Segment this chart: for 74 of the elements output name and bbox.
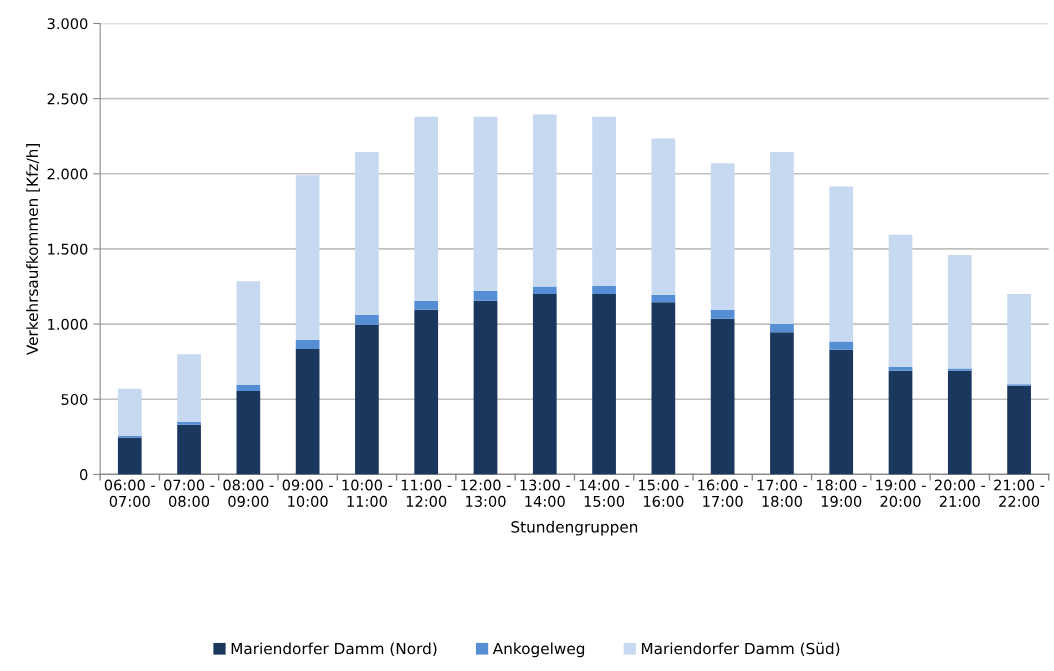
bar [473, 116, 498, 292]
y-tick-label: 2.000 [47, 168, 88, 180]
bar [532, 294, 557, 475]
bar [592, 285, 616, 295]
bar [532, 286, 557, 295]
bar [1007, 385, 1031, 475]
bar [888, 366, 913, 371]
bar [710, 163, 735, 310]
x-tick-label: 18:00 - 19:00 [816, 479, 867, 507]
bar [710, 318, 735, 475]
bar [236, 390, 261, 475]
bar [947, 370, 972, 475]
bar [177, 354, 201, 422]
bar [1007, 294, 1031, 385]
bar [710, 309, 735, 319]
bar [236, 281, 261, 385]
bar [592, 294, 616, 475]
bar [355, 151, 379, 316]
bar [651, 302, 676, 475]
x-tick-label: 06:00 - 07:00 [104, 479, 156, 507]
x-tick-label: 09:00 - 10:00 [282, 479, 333, 507]
bar [829, 349, 854, 475]
bar [770, 324, 794, 333]
bar [355, 324, 379, 475]
bar [473, 300, 498, 475]
legend-label: Mariendorfer Damm (Nord) [231, 642, 437, 657]
legend-label: Mariendorfer Damm (Süd) [641, 642, 840, 657]
x-tick-label: 20:00 - 21:00 [934, 479, 986, 507]
bar [829, 341, 854, 350]
bar [888, 234, 913, 367]
bar [117, 388, 142, 437]
bar [117, 437, 142, 475]
x-tick-label: 16:00 - 17:00 [698, 479, 748, 507]
bar [947, 254, 972, 369]
x-tick-label: 14:00 - 15:00 [579, 479, 630, 507]
y-tick-label: 1.500 [48, 243, 88, 255]
bar [651, 294, 676, 303]
y-tick-label: 3.000 [47, 18, 88, 30]
x-tick-label: 17:00 - 18:00 [757, 479, 808, 507]
bar [770, 332, 794, 475]
bar [414, 300, 439, 310]
bar [355, 315, 379, 325]
x-tick-label: 21:00 - 22:00 [994, 479, 1045, 507]
bar [177, 421, 201, 425]
bar [829, 186, 854, 342]
x-tick-label: 13:00 - 14:00 [520, 479, 571, 507]
bar [414, 309, 439, 475]
bar [651, 138, 676, 295]
legend-label: Ankogelweg [492, 642, 585, 658]
x-tick-label: 07:00 - 08:00 [164, 479, 215, 507]
bar [888, 370, 913, 475]
y-axis-title: Verkehrsaufkommen [Kfz/h] [26, 144, 40, 356]
y-tick-label: 1.000 [48, 318, 88, 330]
bar [532, 114, 557, 287]
x-tick-label: 11:00 - 12:00 [401, 479, 452, 507]
x-tick-label: 10:00 - 11:00 [342, 479, 393, 507]
bar [473, 291, 498, 301]
x-tick-label: 08:00 - 09:00 [223, 479, 274, 507]
bar [295, 175, 320, 340]
y-tick-label: 0 [80, 469, 88, 481]
bar [177, 424, 201, 475]
bar [236, 384, 261, 391]
y-tick-label: 500 [61, 393, 88, 405]
x-tick-label: 12:00 - 13:00 [461, 479, 511, 507]
bar [414, 116, 439, 301]
x-axis-title: Stundengruppen [511, 520, 638, 536]
y-tick-label: 2.500 [47, 93, 88, 105]
x-tick-label: 19:00 - 20:00 [876, 479, 926, 507]
bar [770, 151, 794, 325]
x-tick-label: 15:00 - 16:00 [639, 479, 689, 507]
bar [592, 116, 616, 286]
bar [295, 339, 320, 349]
bar [947, 368, 972, 371]
bar [295, 348, 320, 475]
